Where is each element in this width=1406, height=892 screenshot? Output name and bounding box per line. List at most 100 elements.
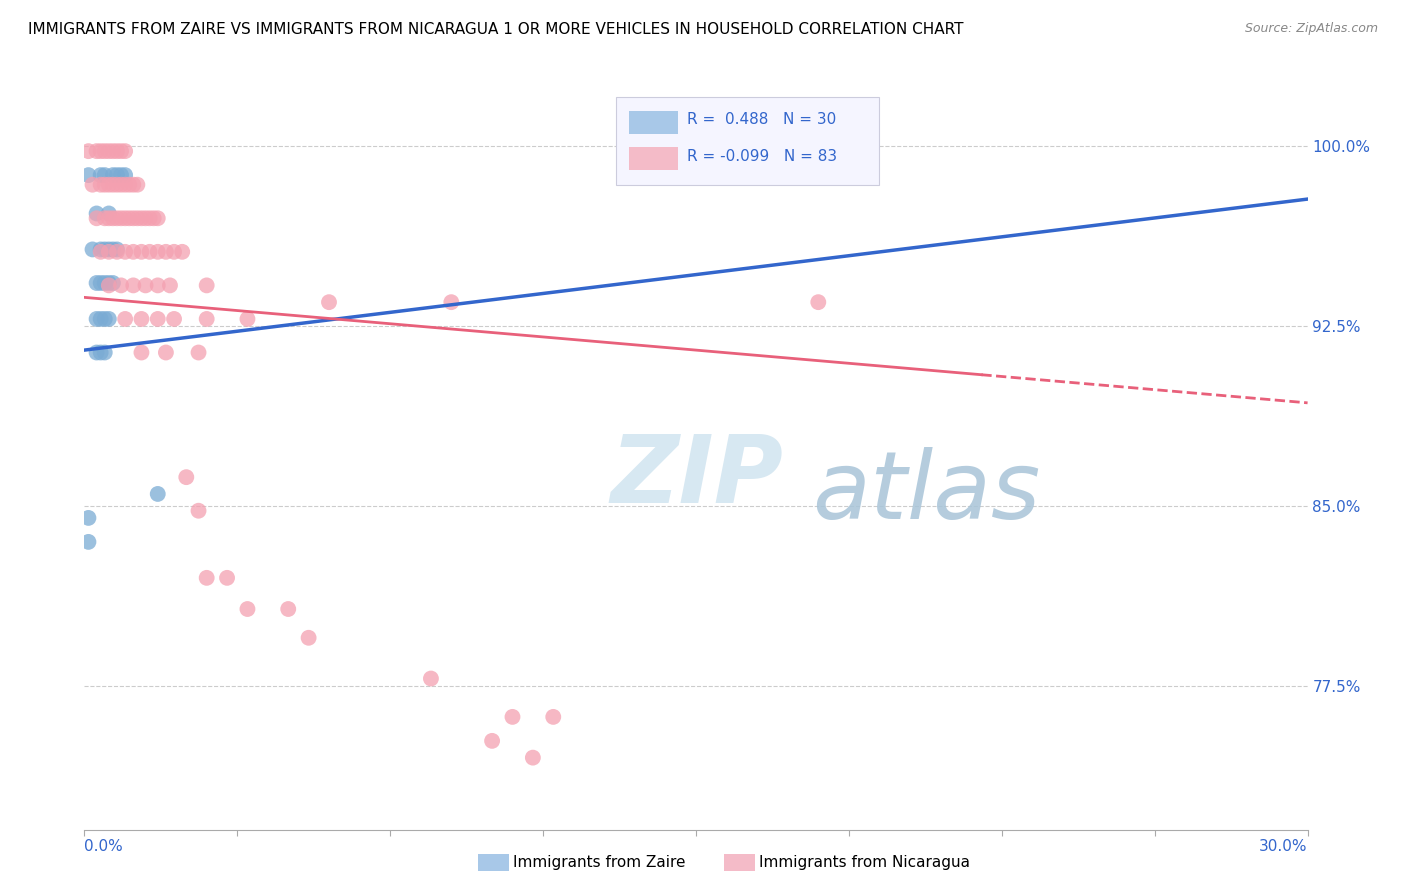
Point	[420, 672, 443, 686]
Point	[82, 243, 104, 257]
Point	[105, 178, 128, 192]
Point	[481, 734, 503, 748]
Point	[146, 278, 169, 293]
Point	[93, 312, 115, 326]
Point	[97, 211, 120, 226]
Point	[86, 312, 108, 326]
Point	[131, 211, 153, 226]
Text: Immigrants from Nicaragua: Immigrants from Nicaragua	[759, 855, 970, 870]
Text: ZIP: ZIP	[610, 431, 783, 523]
Point	[522, 750, 544, 764]
Point	[146, 244, 169, 259]
Point	[122, 211, 145, 226]
Point	[138, 244, 160, 259]
Point	[101, 276, 124, 290]
Point	[127, 178, 149, 192]
Point	[82, 178, 104, 192]
Point	[97, 243, 120, 257]
Point	[118, 178, 141, 192]
Point	[114, 178, 136, 192]
Point	[195, 278, 218, 293]
Point	[101, 168, 124, 182]
Point	[277, 602, 299, 616]
Text: R =  0.488   N = 30: R = 0.488 N = 30	[688, 112, 837, 128]
Text: 30.0%: 30.0%	[1260, 839, 1308, 855]
Point	[105, 243, 128, 257]
Point	[105, 144, 128, 158]
Point	[236, 312, 259, 326]
Point	[93, 276, 115, 290]
Text: Immigrants from Zaire: Immigrants from Zaire	[513, 855, 686, 870]
Point	[187, 504, 209, 518]
Point	[110, 144, 132, 158]
Point	[110, 278, 132, 293]
Point	[142, 211, 165, 226]
Text: atlas: atlas	[813, 447, 1040, 538]
Point	[163, 244, 186, 259]
Point	[146, 211, 169, 226]
Point	[93, 168, 115, 182]
Point	[114, 211, 136, 226]
Point	[135, 211, 157, 226]
Point	[101, 211, 124, 226]
Point	[502, 710, 524, 724]
Point	[195, 571, 218, 585]
Point	[97, 244, 120, 259]
Point	[90, 168, 112, 182]
Point	[807, 295, 830, 310]
Point	[236, 602, 259, 616]
Point	[77, 168, 100, 182]
Point	[440, 295, 463, 310]
Point	[105, 244, 128, 259]
Point	[93, 178, 115, 192]
Point	[86, 345, 108, 359]
Point	[93, 345, 115, 359]
Text: IMMIGRANTS FROM ZAIRE VS IMMIGRANTS FROM NICARAGUA 1 OR MORE VEHICLES IN HOUSEHO: IMMIGRANTS FROM ZAIRE VS IMMIGRANTS FROM…	[28, 22, 963, 37]
Point	[195, 312, 218, 326]
Text: R = -0.099   N = 83: R = -0.099 N = 83	[688, 149, 838, 164]
Bar	[628, 147, 678, 169]
Point	[114, 168, 136, 182]
Point	[101, 243, 124, 257]
Point	[298, 631, 321, 645]
Point	[114, 312, 136, 326]
Point	[110, 211, 132, 226]
Point	[90, 312, 112, 326]
Point	[122, 278, 145, 293]
Point	[97, 178, 120, 192]
Point	[155, 244, 177, 259]
Point	[318, 295, 340, 310]
Point	[90, 243, 112, 257]
Point	[90, 178, 112, 192]
Text: Source: ZipAtlas.com: Source: ZipAtlas.com	[1244, 22, 1378, 36]
FancyBboxPatch shape	[616, 97, 880, 186]
Point	[110, 178, 132, 192]
Point	[138, 211, 160, 226]
Point	[105, 211, 128, 226]
Point	[131, 345, 153, 359]
Point	[90, 244, 112, 259]
Point	[172, 244, 194, 259]
Point	[127, 211, 149, 226]
Point	[174, 470, 197, 484]
Text: 0.0%: 0.0%	[84, 839, 124, 855]
Point	[543, 710, 565, 724]
Point	[77, 511, 100, 525]
Bar	[628, 111, 678, 134]
Point	[97, 144, 120, 158]
Point	[118, 211, 141, 226]
Point	[97, 312, 120, 326]
Point	[122, 178, 145, 192]
Point	[90, 276, 112, 290]
Point	[77, 144, 100, 158]
Point	[86, 206, 108, 220]
Point	[101, 178, 124, 192]
Point	[135, 278, 157, 293]
Point	[97, 276, 120, 290]
Point	[77, 534, 100, 549]
Point	[131, 312, 153, 326]
Point	[217, 571, 239, 585]
Point	[110, 168, 132, 182]
Point	[97, 278, 120, 293]
Point	[105, 168, 128, 182]
